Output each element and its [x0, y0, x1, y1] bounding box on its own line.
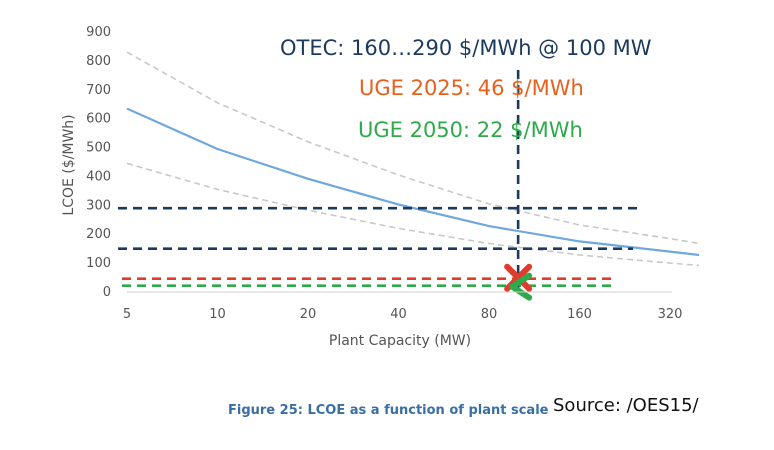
y-tick-label: 400 [86, 169, 111, 184]
x-tick-label: 20 [300, 307, 317, 322]
check-marker [509, 272, 533, 301]
figure-caption: Figure 25: LCOE as a function of plant s… [228, 403, 549, 418]
series-line-upper-bound [126, 51, 700, 245]
x-tick-label: 40 [390, 307, 407, 322]
x-tick-labels: 5 10 20 40 80 160 320 [123, 307, 683, 322]
x-tick-label: 5 [123, 307, 131, 322]
y-tick-label: 700 [86, 83, 111, 98]
x-tick-label: 80 [481, 307, 498, 322]
x-tick-label: 10 [209, 307, 226, 322]
y-axis-title: LCOE ($/MWh) [61, 114, 77, 215]
y-tick-label: 800 [86, 54, 111, 69]
otec-annotation: OTEC: 160…290 $/MWh @ 100 MW [280, 36, 652, 60]
series-curves [126, 51, 700, 267]
source-note: Source: /OES15/ [553, 395, 700, 416]
x-axis-title: Plant Capacity (MW) [329, 333, 471, 349]
uge-2025-annotation: UGE 2025: 46 $/MWh [359, 76, 584, 100]
y-tick-label: 300 [86, 198, 111, 213]
series-line-central [126, 107, 700, 257]
y-tick-label: 0 [103, 285, 111, 300]
x-tick-label: 160 [567, 307, 592, 322]
uge-2050-annotation: UGE 2050: 22 $/MWh [358, 118, 583, 142]
y-tick-label: 500 [86, 141, 111, 156]
series-line-lower-bound [126, 162, 700, 267]
reference-lines [118, 70, 640, 292]
y-tick-labels: 0 100 200 300 400 500 600 700 800 900 [86, 25, 111, 300]
y-tick-label: 100 [86, 256, 111, 271]
y-tick-label: 900 [86, 25, 111, 40]
markers [504, 263, 533, 301]
y-tick-label: 200 [86, 227, 111, 242]
y-tick-label: 600 [86, 112, 111, 127]
x-tick-label: 320 [658, 307, 683, 322]
